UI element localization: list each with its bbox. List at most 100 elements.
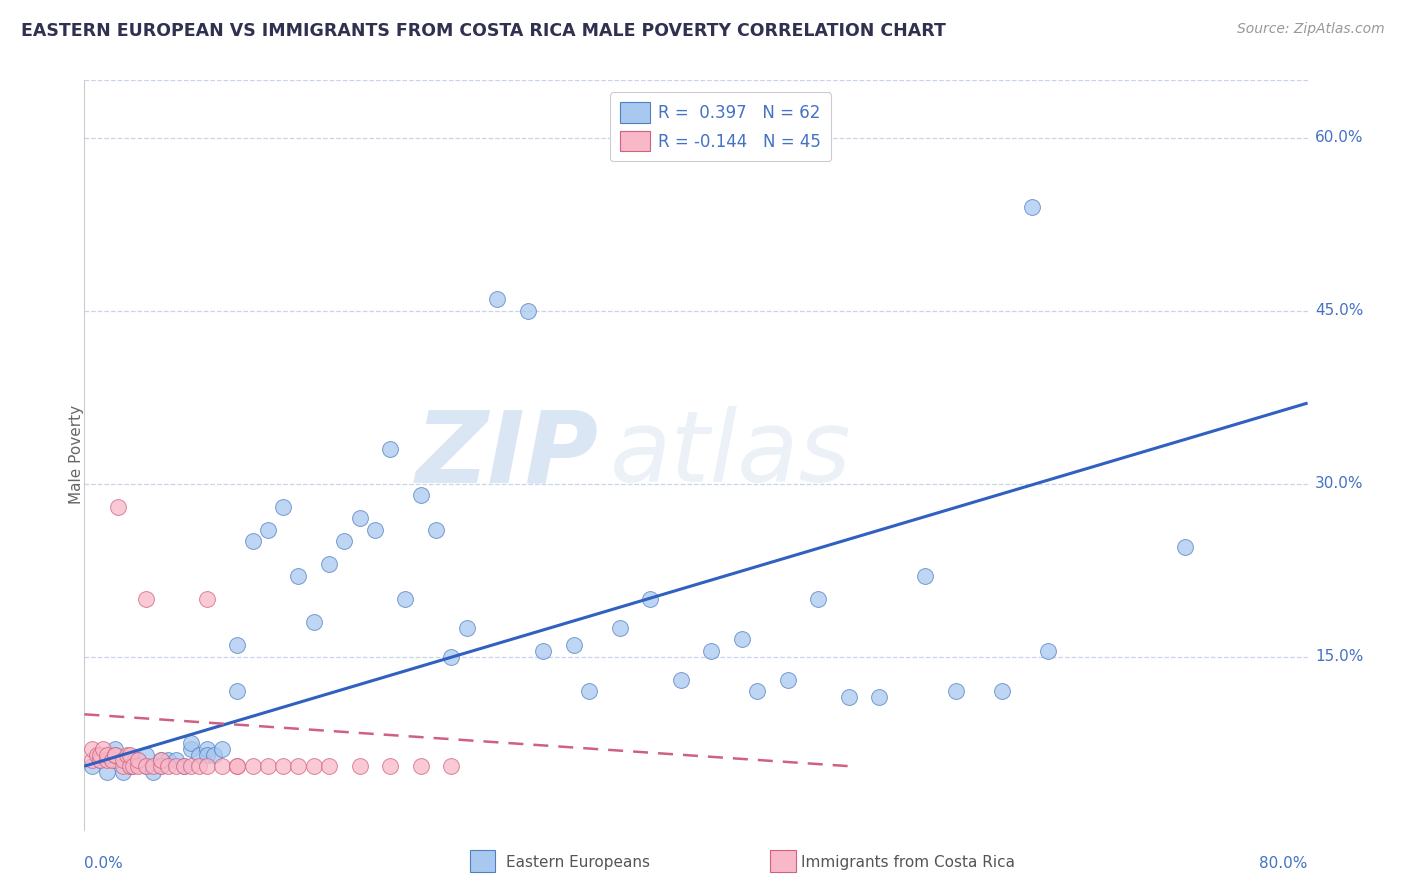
- Point: [157, 753, 180, 767]
- Point: [838, 690, 860, 704]
- Point: [127, 753, 149, 767]
- Point: [380, 442, 402, 457]
- Point: [91, 742, 114, 756]
- Point: [96, 764, 118, 779]
- Point: [531, 644, 554, 658]
- Point: [104, 747, 127, 762]
- Point: [80, 753, 103, 767]
- Point: [127, 759, 149, 773]
- Point: [180, 736, 202, 750]
- Point: [226, 638, 249, 652]
- Point: [135, 759, 157, 773]
- Point: [991, 684, 1014, 698]
- Point: [1021, 200, 1043, 214]
- Point: [165, 759, 187, 773]
- Point: [101, 753, 124, 767]
- Point: [257, 523, 280, 537]
- Text: 30.0%: 30.0%: [1315, 476, 1364, 491]
- Point: [96, 747, 118, 762]
- Text: 60.0%: 60.0%: [1315, 130, 1364, 145]
- Point: [440, 649, 463, 664]
- Point: [149, 753, 172, 767]
- Point: [638, 592, 661, 607]
- Point: [609, 621, 631, 635]
- Point: [945, 684, 967, 698]
- Point: [409, 759, 432, 773]
- Point: [226, 684, 249, 698]
- Text: 80.0%: 80.0%: [1260, 855, 1308, 871]
- Text: Eastern Europeans: Eastern Europeans: [506, 855, 650, 870]
- Point: [257, 759, 280, 773]
- Point: [173, 759, 195, 773]
- Point: [111, 764, 134, 779]
- Point: [349, 759, 371, 773]
- Point: [914, 569, 936, 583]
- Point: [89, 753, 111, 767]
- Point: [149, 759, 172, 773]
- Point: [135, 747, 157, 762]
- Point: [202, 747, 225, 762]
- Point: [226, 759, 249, 773]
- Point: [380, 759, 402, 773]
- Point: [149, 759, 172, 773]
- Point: [302, 615, 325, 629]
- Point: [807, 592, 830, 607]
- Point: [700, 644, 723, 658]
- Point: [104, 742, 127, 756]
- Point: [776, 673, 799, 687]
- Point: [287, 759, 309, 773]
- Point: [173, 759, 195, 773]
- Text: atlas: atlas: [610, 407, 852, 503]
- Point: [578, 684, 600, 698]
- Point: [409, 488, 432, 502]
- Point: [1174, 540, 1197, 554]
- Point: [271, 500, 294, 514]
- Point: [80, 742, 103, 756]
- Point: [1036, 644, 1059, 658]
- Point: [869, 690, 891, 704]
- Point: [127, 753, 149, 767]
- Point: [80, 759, 103, 773]
- Point: [111, 753, 134, 767]
- Point: [226, 759, 249, 773]
- Point: [562, 638, 585, 652]
- Point: [157, 759, 180, 773]
- Point: [731, 632, 754, 647]
- Legend: R =  0.397   N = 62, R = -0.144   N = 45: R = 0.397 N = 62, R = -0.144 N = 45: [610, 93, 831, 161]
- Point: [120, 747, 142, 762]
- Point: [669, 673, 692, 687]
- Y-axis label: Male Poverty: Male Poverty: [69, 405, 83, 505]
- Point: [318, 759, 340, 773]
- Point: [456, 621, 478, 635]
- Point: [302, 759, 325, 773]
- Point: [195, 747, 218, 762]
- Point: [195, 592, 218, 607]
- Point: [211, 742, 233, 756]
- Point: [188, 759, 211, 773]
- Point: [364, 523, 387, 537]
- Point: [195, 742, 218, 756]
- Point: [195, 759, 218, 773]
- Point: [107, 500, 129, 514]
- Point: [180, 742, 202, 756]
- Point: [318, 558, 340, 572]
- Point: [89, 753, 111, 767]
- Point: [120, 759, 142, 773]
- Point: [120, 759, 142, 773]
- Point: [180, 759, 202, 773]
- Point: [115, 747, 138, 762]
- Point: [271, 759, 294, 773]
- Point: [135, 592, 157, 607]
- Point: [349, 511, 371, 525]
- Point: [516, 303, 538, 318]
- Point: [165, 753, 187, 767]
- Point: [242, 534, 264, 549]
- Text: 45.0%: 45.0%: [1315, 303, 1364, 318]
- Point: [287, 569, 309, 583]
- Point: [104, 753, 127, 767]
- Text: EASTERN EUROPEAN VS IMMIGRANTS FROM COSTA RICA MALE POVERTY CORRELATION CHART: EASTERN EUROPEAN VS IMMIGRANTS FROM COST…: [21, 22, 946, 40]
- Point: [188, 747, 211, 762]
- Point: [211, 759, 233, 773]
- Text: 0.0%: 0.0%: [84, 855, 124, 871]
- Point: [394, 592, 416, 607]
